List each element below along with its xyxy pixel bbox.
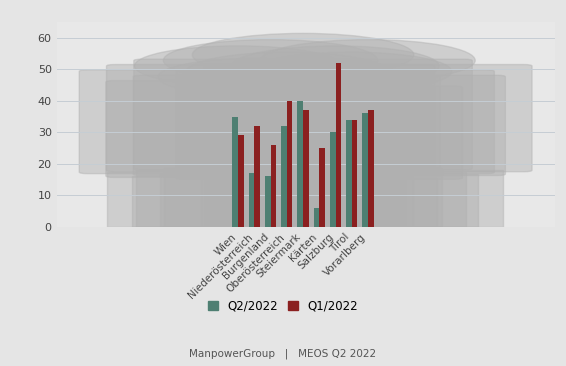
FancyBboxPatch shape bbox=[134, 59, 472, 170]
Bar bbox=[376, 170, 503, 227]
Ellipse shape bbox=[158, 58, 351, 96]
Ellipse shape bbox=[192, 33, 414, 76]
FancyBboxPatch shape bbox=[133, 75, 440, 176]
Bar bbox=[330, 132, 336, 227]
Bar bbox=[360, 174, 478, 227]
Bar bbox=[233, 170, 360, 227]
Ellipse shape bbox=[187, 52, 387, 91]
Ellipse shape bbox=[135, 46, 342, 86]
Bar bbox=[271, 145, 276, 227]
FancyBboxPatch shape bbox=[177, 70, 494, 173]
Bar bbox=[136, 170, 263, 227]
Ellipse shape bbox=[226, 64, 412, 101]
Legend: Q2/2022, Q1/2022: Q2/2022, Q1/2022 bbox=[204, 296, 362, 316]
FancyBboxPatch shape bbox=[106, 81, 403, 178]
Bar bbox=[132, 176, 246, 227]
Bar bbox=[246, 172, 368, 227]
FancyBboxPatch shape bbox=[176, 86, 462, 179]
Bar bbox=[351, 120, 358, 227]
Bar bbox=[314, 208, 319, 227]
Ellipse shape bbox=[232, 46, 439, 86]
Bar bbox=[346, 120, 351, 227]
Bar bbox=[327, 178, 437, 227]
Bar bbox=[278, 170, 405, 227]
Bar bbox=[201, 178, 311, 227]
Bar bbox=[311, 168, 442, 227]
Text: ManpowerGroup   |   MEOS Q2 2022: ManpowerGroup | MEOS Q2 2022 bbox=[190, 348, 376, 359]
Bar bbox=[368, 110, 374, 227]
Bar bbox=[263, 176, 376, 227]
Bar bbox=[164, 168, 295, 227]
Bar bbox=[265, 176, 271, 227]
Bar bbox=[225, 174, 344, 227]
FancyBboxPatch shape bbox=[106, 64, 435, 172]
Ellipse shape bbox=[164, 40, 378, 81]
Bar bbox=[254, 126, 260, 227]
FancyBboxPatch shape bbox=[79, 70, 397, 173]
Bar bbox=[160, 174, 278, 227]
Bar bbox=[303, 110, 308, 227]
Bar bbox=[205, 172, 327, 227]
Bar bbox=[362, 113, 368, 227]
FancyBboxPatch shape bbox=[204, 64, 532, 172]
Bar bbox=[295, 174, 413, 227]
Bar bbox=[336, 63, 341, 227]
Bar bbox=[297, 101, 303, 227]
Ellipse shape bbox=[252, 52, 452, 91]
Bar bbox=[344, 172, 466, 227]
FancyBboxPatch shape bbox=[198, 75, 505, 176]
Bar bbox=[281, 126, 287, 227]
Bar bbox=[287, 101, 293, 227]
Bar bbox=[238, 135, 244, 227]
Bar bbox=[108, 172, 230, 227]
Bar bbox=[248, 173, 254, 227]
Ellipse shape bbox=[261, 40, 475, 81]
Bar bbox=[233, 116, 238, 227]
Bar bbox=[319, 148, 325, 227]
